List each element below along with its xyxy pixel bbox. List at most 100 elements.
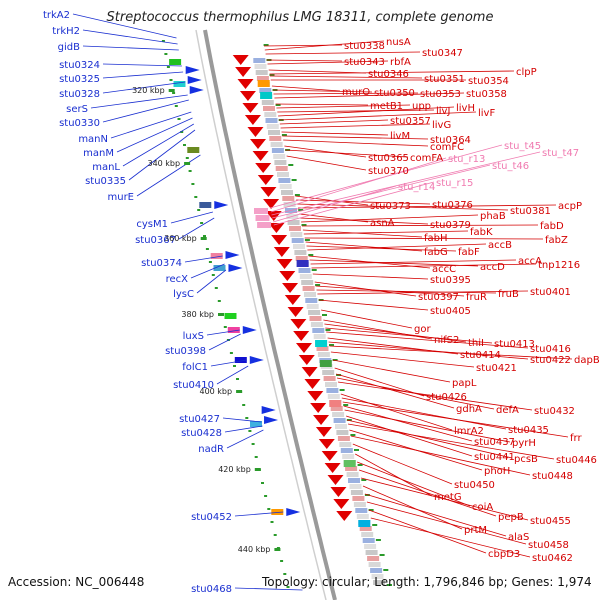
gene-label-right: gor [414,324,431,335]
leader-line-left [226,429,264,449]
composition-block [336,430,349,435]
highlight-block [257,80,270,87]
gene-label-right: stu0350 [374,88,415,99]
outer-tick-dash [343,404,349,406]
gene-label-right: stu0346 [368,69,409,80]
backbone-curve [203,29,337,600]
leader-line-right [332,359,451,383]
inner-tick-dot [208,261,212,263]
forward-gene-block [199,202,212,208]
forward-gene-arrow [264,416,279,424]
leader-line-right [325,327,493,344]
gene-label-right: livJ [436,106,450,117]
gene-label-right: gdhA [456,404,482,415]
composition-block [326,388,339,393]
inner-tick-dot [280,560,284,562]
gene-label-right: coiA [472,502,493,513]
leader-line-left [234,511,284,517]
leader-line-right [318,299,429,311]
reverse-gene-arrow [293,331,310,341]
composition-block [327,394,340,399]
reverse-gene-arrow [257,175,274,185]
leader-line-left [210,359,247,367]
outer-tick-dash [263,44,269,46]
gene-label-right: metG [434,492,462,503]
inner-tick-dot [211,274,215,276]
outer-tick-dash [301,224,307,226]
reverse-gene-arrow [271,235,288,245]
inner-tick-dot [183,144,186,146]
inner-tick-dot [273,534,277,536]
gene-label-left: stu0468 [191,584,232,595]
inner-tick-dot [283,573,287,575]
outer-tick-dash [308,254,314,256]
gene-label-right: stu0381 [510,206,551,217]
forward-gene-block [213,265,226,271]
gene-label-right: dapB [574,355,600,366]
leader-line-right [343,405,473,442]
kbp-tick-label: 340 kbp [147,159,180,168]
composition-block [323,376,336,381]
composition-block [317,352,330,357]
gene-label-right: papL [452,378,477,389]
kbp-tick-label: 400 kbp [199,387,232,396]
inner-tick-dot [229,352,233,354]
highlight-block [343,460,356,467]
leader-line-left [216,365,249,385]
gene-label-left: folC1 [182,362,208,373]
forward-gene-block [250,421,262,427]
inner-tick-dot [214,287,218,289]
outer-tick-dash [275,104,281,106]
leader-line-right [360,477,529,521]
gene-label-right: asnA [370,218,395,229]
leader-line-right [301,214,479,223]
inner-tick-dot [233,365,236,367]
composition-block [364,544,377,549]
gene-label-right: stu0373 [370,201,411,212]
forward-gene-block [224,313,237,319]
composition-block [273,154,286,159]
composition-block [275,166,288,171]
leader-line-left [136,154,201,197]
gene-label-right: livH [456,103,475,114]
composition-block [298,268,311,273]
inner-tick-dot [267,508,271,510]
gene-label-right: stu0370 [368,166,409,177]
inner-tick-dot [203,235,206,237]
composition-block [325,382,337,387]
gene-label-right: stu0414 [460,350,501,361]
highlight-block [296,260,309,267]
reverse-gene-arrow [255,163,272,173]
gene-label-right: accD [480,262,505,273]
outer-tick-dash [311,269,317,271]
leader-line-right [304,237,544,240]
leader-line-right [268,69,367,74]
composition-block [316,346,329,351]
inner-tick-dot [245,417,249,419]
leader-line-left [116,117,193,153]
gene-label-right: clpP [516,67,537,78]
rna-label: stu_t45 [504,141,541,152]
kbp-tick-label: 440 kbp [238,545,271,554]
forward-gene-arrow [189,86,204,94]
forward-gene-block [173,81,186,87]
leader-line-left [90,94,188,109]
leader-line-left [72,13,177,39]
composition-block [294,250,307,255]
composition-block [313,334,326,339]
gene-label-left: stu0367 [135,235,176,246]
composition-block [255,70,268,75]
gene-label-left: lysC [173,289,194,300]
composition-block [330,406,343,411]
reverse-gene-arrow [330,487,347,497]
rna-label: stu_t47 [542,148,579,159]
outer-tick-dash [281,134,287,136]
reverse-gene-arrow [250,139,267,149]
reverse-gene-arrow [237,79,254,89]
gene-label-right: stu0432 [534,406,575,417]
composition-block [356,514,369,519]
reverse-gene-arrow [242,103,259,113]
gene-label-left: serS [66,104,88,115]
gene-label-right: stu0441 [474,452,515,463]
leader-line-right [341,397,507,430]
